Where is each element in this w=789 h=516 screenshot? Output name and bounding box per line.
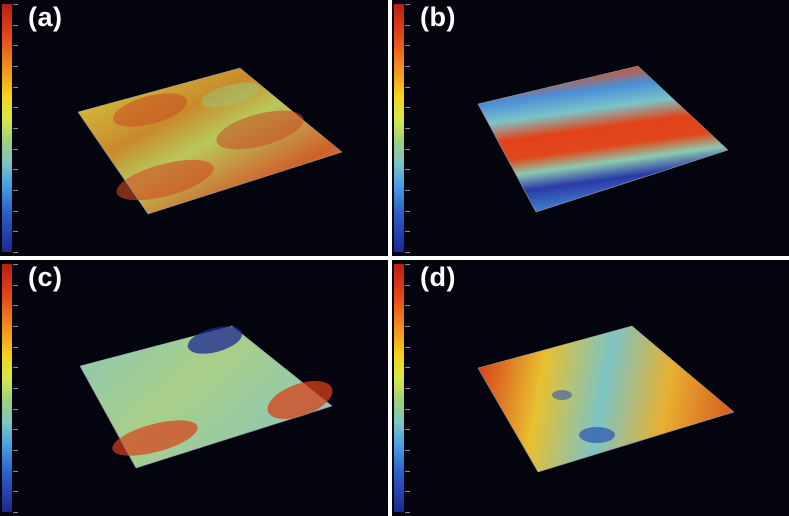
scale-tick [13,66,18,67]
surface-plot [477,65,729,213]
scale-tick [13,210,18,212]
scale-tick [13,4,18,5]
scale-tick [13,148,18,150]
scale-ticks [13,4,21,253]
scale-tick [13,429,18,431]
scale-tick [13,367,18,369]
scale-tick [405,4,410,5]
scale-tick [405,66,410,67]
scale-tick [13,231,18,233]
scale-tick [13,169,18,171]
scale-tick [13,107,18,109]
scale-tick [13,512,18,513]
panel-label: (a) [28,2,63,32]
panel-label: (c) [28,262,63,292]
scale-tick [13,326,18,327]
scale-ticks [405,4,413,253]
scale-tick [13,264,18,265]
scale-tick [405,408,410,410]
scale-tick [405,169,410,171]
scale-tick [13,491,18,493]
scale-tick [405,210,410,212]
scale-tick [405,128,410,129]
panel-d: (d) [392,260,789,516]
scale-tick [13,305,18,307]
panel-c: (c) [0,260,388,516]
surface-plot [77,67,343,215]
scale-tick [13,284,18,286]
scale-tick [13,190,18,191]
color-scale-bar [394,4,404,252]
scale-tick [405,388,410,389]
scale-tick [13,252,18,253]
scale-tick [405,231,410,233]
scale-tick [405,450,410,451]
panel-label: (d) [420,262,456,292]
scale-tick [405,252,410,253]
scale-tick [13,470,18,472]
scale-tick [13,388,18,389]
scale-tick [13,45,18,47]
surface-plot [79,325,333,469]
scale-tick [405,24,410,26]
scale-tick [405,367,410,369]
surface-plot [477,325,735,473]
scale-tick [13,450,18,451]
scale-tick [405,346,410,348]
scale-tick [405,284,410,286]
scale-tick [405,305,410,307]
scale-tick [405,107,410,109]
scale-tick [13,24,18,26]
panel-label: (b) [420,2,456,32]
scale-tick [13,128,18,129]
scale-ticks [13,264,21,513]
scale-tick [405,491,410,493]
color-scale-bar [2,264,12,512]
panel-b: (b) [392,0,789,256]
scale-tick [13,408,18,410]
scale-tick [13,346,18,348]
scale-tick [405,326,410,327]
scale-tick [405,264,410,265]
scale-tick [405,45,410,47]
scale-ticks [405,264,413,513]
scale-tick [405,190,410,191]
scale-tick [405,512,410,513]
color-scale-bar [2,4,12,252]
scale-tick [405,86,410,88]
scale-tick [405,470,410,472]
scale-tick [405,148,410,150]
panel-a: (a) [0,0,388,256]
color-scale-bar [394,264,404,512]
scale-tick [13,86,18,88]
scale-tick [405,429,410,431]
